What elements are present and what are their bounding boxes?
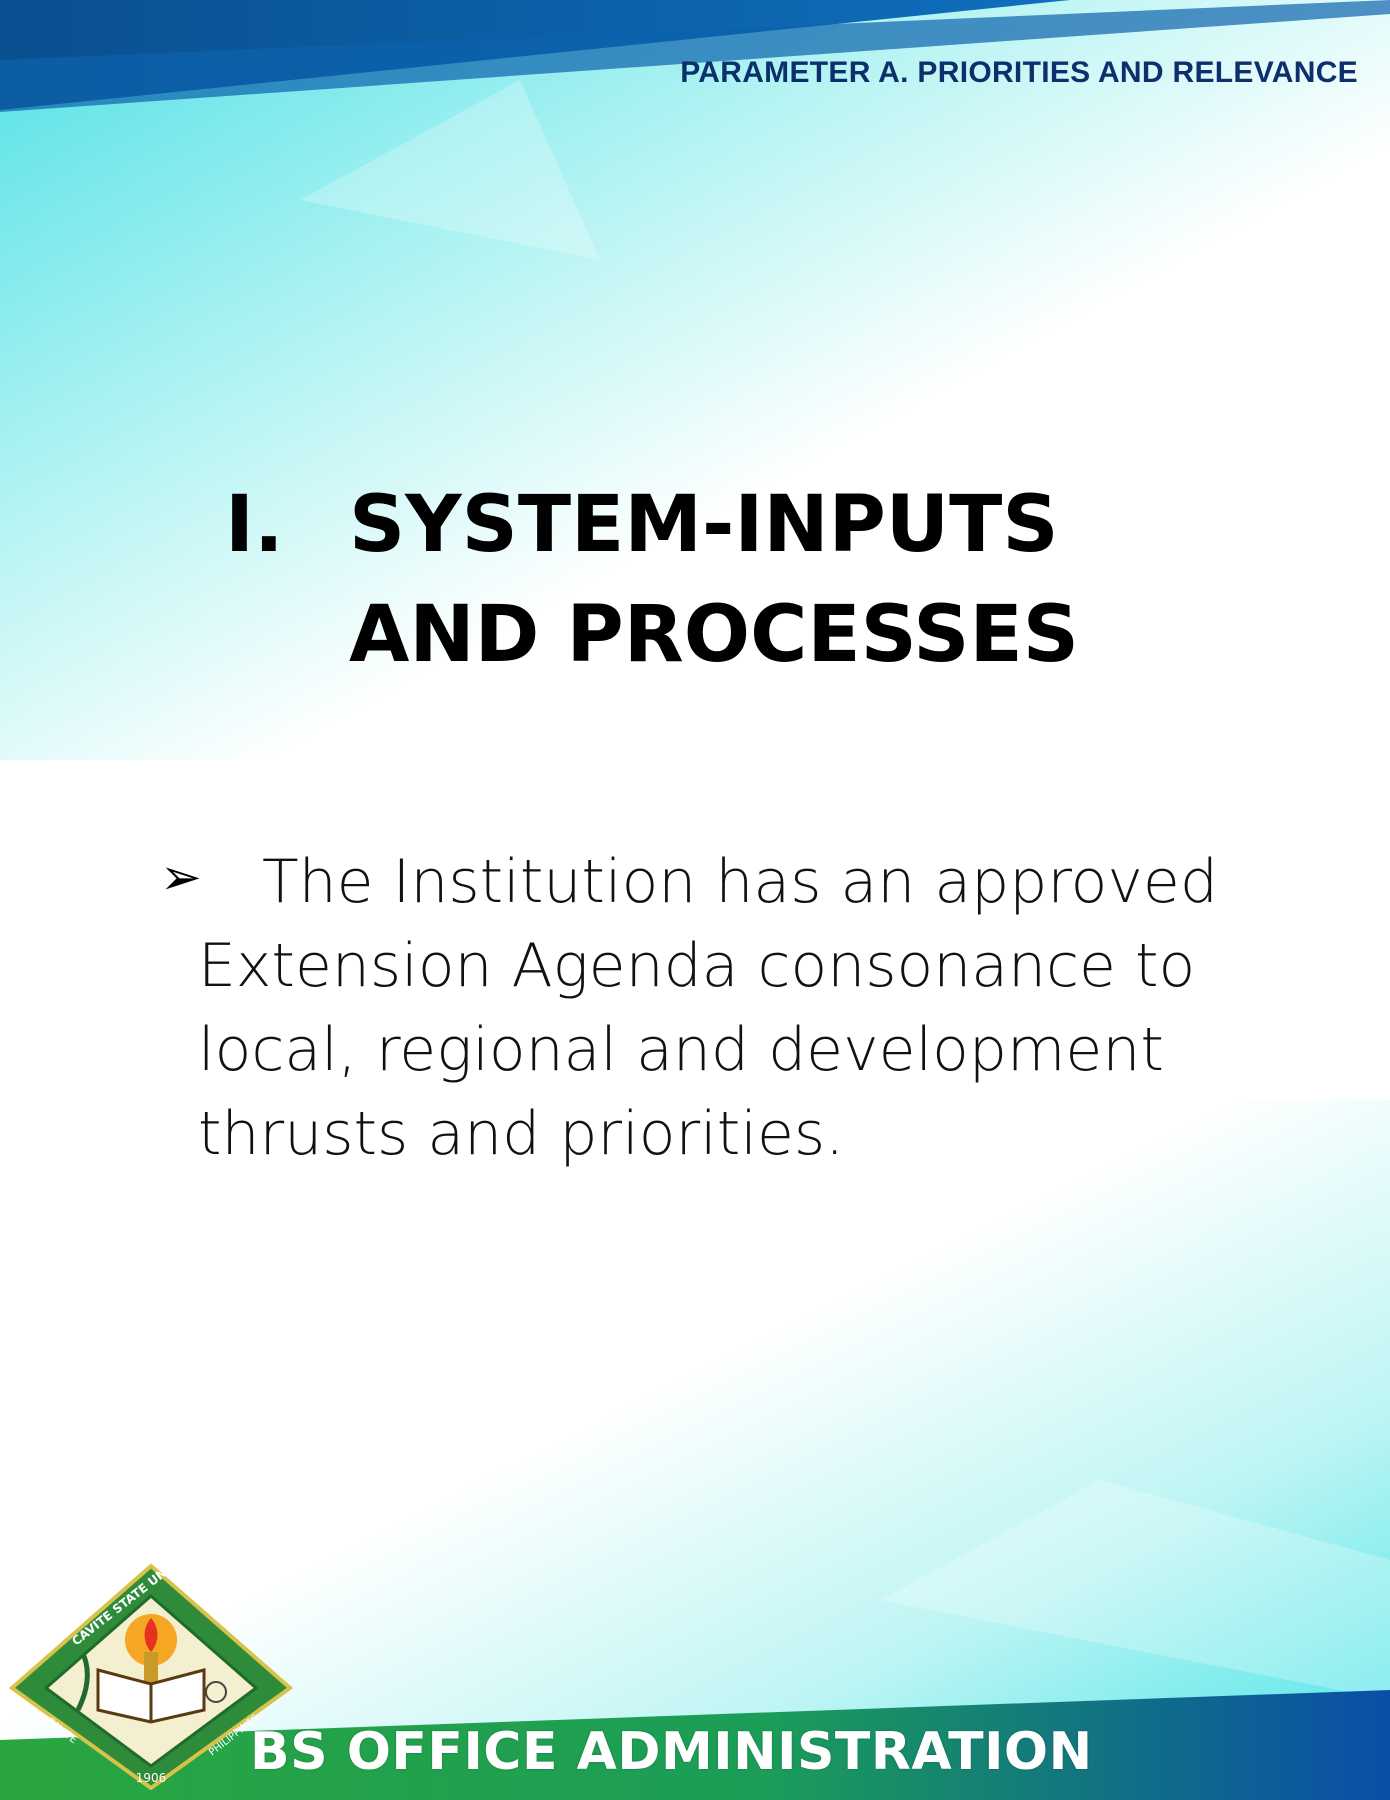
- section-title-text-1: SYSTEM-INPUTS: [349, 480, 1059, 570]
- bullet-line-2: Extension Agenda consonance to: [198, 931, 1196, 1001]
- section-number: I.: [225, 480, 284, 570]
- section-title: I. SYSTEM-INPUTS AND PROCESSES: [225, 470, 1079, 690]
- program-title: BS OFFICE ADMINISTRATION: [250, 1722, 1093, 1782]
- bullet-line-1: The Institution has an approved: [262, 847, 1218, 917]
- section-title-line1: I. SYSTEM-INPUTS: [225, 470, 1079, 580]
- bullet-text: The Institution has an approved Extensio…: [198, 840, 1298, 1176]
- bullet-line-4: thrusts and priorities.: [198, 1099, 845, 1169]
- logo-year: 1906: [136, 1771, 167, 1785]
- bullet-line-3: local, regional and development: [198, 1015, 1164, 1085]
- university-seal-logo: 1906 CAVITE STATE UNIVERSITY CAVITE PHIL…: [8, 1560, 294, 1790]
- section-title-line2: AND PROCESSES: [349, 590, 1079, 680]
- parameter-label: PARAMETER A. PRIORITIES AND RELEVANCE: [680, 56, 1358, 89]
- arrow-bullet-icon: ➢: [160, 848, 202, 906]
